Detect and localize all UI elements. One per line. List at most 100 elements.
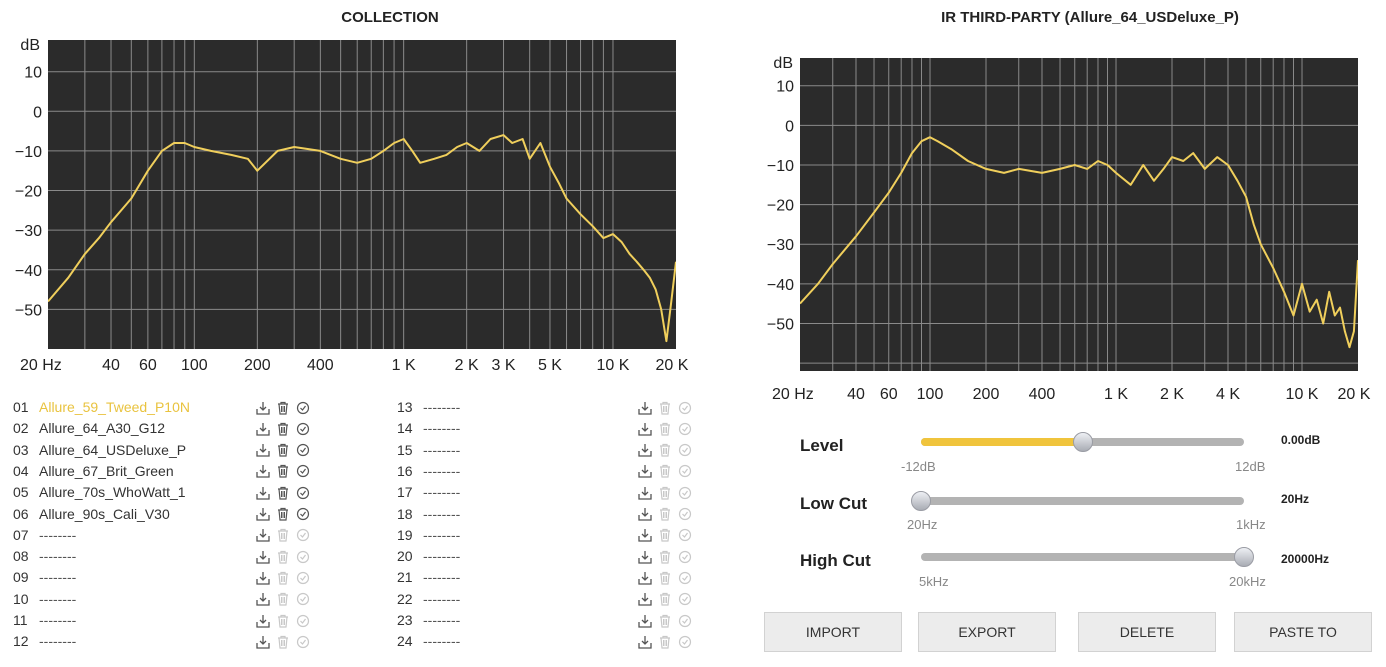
check-circle-icon[interactable] <box>296 507 310 521</box>
high-cut-slider-handle[interactable] <box>1234 547 1254 567</box>
trash-icon[interactable] <box>658 507 672 521</box>
trash-icon[interactable] <box>276 507 290 521</box>
level-slider-handle[interactable] <box>1072 432 1093 452</box>
import-icon[interactable] <box>638 635 652 649</box>
trash-icon[interactable] <box>658 464 672 478</box>
collection-slot[interactable]: 22 -------- <box>397 590 460 609</box>
check-circle-icon[interactable] <box>678 550 692 564</box>
check-circle-icon[interactable] <box>678 614 692 628</box>
check-circle-icon[interactable] <box>678 635 692 649</box>
import-icon[interactable] <box>256 614 270 628</box>
check-circle-icon[interactable] <box>296 486 310 500</box>
check-circle-icon[interactable] <box>296 422 310 436</box>
trash-icon[interactable] <box>276 635 290 649</box>
check-circle-icon[interactable] <box>678 422 692 436</box>
collection-slot[interactable]: 07 -------- <box>13 526 76 545</box>
paste-to-button[interactable]: PASTE TO <box>1234 612 1372 652</box>
trash-icon[interactable] <box>658 443 672 457</box>
import-icon[interactable] <box>256 464 270 479</box>
import-icon[interactable] <box>638 571 652 585</box>
collection-slot[interactable]: 19 -------- <box>397 526 460 545</box>
collection-slot[interactable]: 12 -------- <box>13 632 76 651</box>
trash-icon[interactable] <box>658 592 672 606</box>
collection-slot[interactable]: 01 Allure_59_Tweed_P10N <box>13 398 190 417</box>
import-icon[interactable] <box>256 507 270 521</box>
collection-slot[interactable]: 14 -------- <box>397 419 460 438</box>
import-icon[interactable] <box>256 571 270 585</box>
import-icon[interactable] <box>638 443 652 457</box>
trash-icon[interactable] <box>658 528 672 542</box>
collection-slot[interactable]: 04 Allure_67_Brit_Green <box>13 462 174 481</box>
import-icon[interactable] <box>256 635 270 649</box>
delete-button[interactable]: DELETE <box>1078 612 1216 652</box>
check-circle-icon[interactable] <box>296 635 310 649</box>
collection-slot[interactable]: 15 -------- <box>397 441 460 460</box>
check-circle-icon[interactable] <box>678 528 692 542</box>
trash-icon[interactable] <box>276 614 290 628</box>
trash-icon[interactable] <box>658 571 672 585</box>
collection-slot[interactable]: 23 -------- <box>397 611 460 630</box>
high-cut-slider-track[interactable] <box>921 553 1244 561</box>
check-circle-icon[interactable] <box>678 507 692 521</box>
check-circle-icon[interactable] <box>678 571 692 585</box>
check-circle-icon[interactable] <box>678 401 692 415</box>
check-circle-icon[interactable] <box>296 443 310 457</box>
import-icon[interactable] <box>638 486 652 500</box>
collection-slot[interactable]: 06 Allure_90s_Cali_V30 <box>13 505 170 524</box>
check-circle-icon[interactable] <box>296 401 310 415</box>
import-icon[interactable] <box>638 528 652 542</box>
trash-icon[interactable] <box>276 550 290 564</box>
check-circle-icon[interactable] <box>678 443 692 457</box>
check-circle-icon[interactable] <box>296 550 310 564</box>
collection-slot[interactable]: 16 -------- <box>397 462 460 481</box>
check-circle-icon[interactable] <box>296 464 310 478</box>
import-icon[interactable] <box>256 422 270 436</box>
import-icon[interactable] <box>638 401 652 415</box>
collection-slot[interactable]: 10 -------- <box>13 590 76 609</box>
trash-icon[interactable] <box>276 528 290 542</box>
trash-icon[interactable] <box>658 614 672 628</box>
import-icon[interactable] <box>256 401 270 415</box>
import-icon[interactable] <box>256 486 270 500</box>
collection-slot[interactable]: 17 -------- <box>397 483 460 502</box>
import-icon[interactable] <box>638 422 652 436</box>
collection-slot[interactable]: 05 Allure_70s_WhoWatt_1 <box>13 483 186 502</box>
export-button[interactable]: EXPORT <box>918 612 1056 652</box>
trash-icon[interactable] <box>658 486 672 500</box>
trash-icon[interactable] <box>658 635 672 649</box>
import-icon[interactable] <box>638 614 652 628</box>
collection-slot[interactable]: 20 -------- <box>397 547 460 566</box>
collection-slot[interactable]: 18 -------- <box>397 505 460 524</box>
import-icon[interactable] <box>256 528 270 542</box>
trash-icon[interactable] <box>276 464 290 478</box>
collection-slot[interactable]: 13 -------- <box>397 398 460 417</box>
collection-slot[interactable]: 03 Allure_64_USDeluxe_P <box>13 441 186 460</box>
trash-icon[interactable] <box>276 486 290 500</box>
import-icon[interactable] <box>256 550 270 564</box>
collection-slot[interactable]: 02 Allure_64_A30_G12 <box>13 419 165 438</box>
import-icon[interactable] <box>638 592 652 606</box>
trash-icon[interactable] <box>658 401 672 415</box>
check-circle-icon[interactable] <box>296 528 310 542</box>
import-icon[interactable] <box>256 592 270 606</box>
collection-slot[interactable]: 08 -------- <box>13 547 76 566</box>
import-icon[interactable] <box>638 507 652 521</box>
check-circle-icon[interactable] <box>678 592 692 606</box>
trash-icon[interactable] <box>276 571 290 585</box>
low-cut-slider-handle[interactable] <box>911 491 931 511</box>
trash-icon[interactable] <box>276 422 290 436</box>
collection-slot[interactable]: 11 -------- <box>13 611 76 630</box>
trash-icon[interactable] <box>276 443 290 457</box>
check-circle-icon[interactable] <box>296 614 310 628</box>
check-circle-icon[interactable] <box>678 464 692 478</box>
low-cut-slider-track[interactable] <box>921 497 1244 505</box>
collection-slot[interactable]: 24 -------- <box>397 632 460 651</box>
trash-icon[interactable] <box>276 401 290 415</box>
check-circle-icon[interactable] <box>296 592 310 606</box>
import-icon[interactable] <box>638 550 652 564</box>
collection-slot[interactable]: 09 -------- <box>13 568 76 587</box>
collection-slot[interactable]: 21 -------- <box>397 568 460 587</box>
trash-icon[interactable] <box>658 550 672 564</box>
check-circle-icon[interactable] <box>296 571 310 585</box>
import-button[interactable]: IMPORT <box>764 612 902 652</box>
